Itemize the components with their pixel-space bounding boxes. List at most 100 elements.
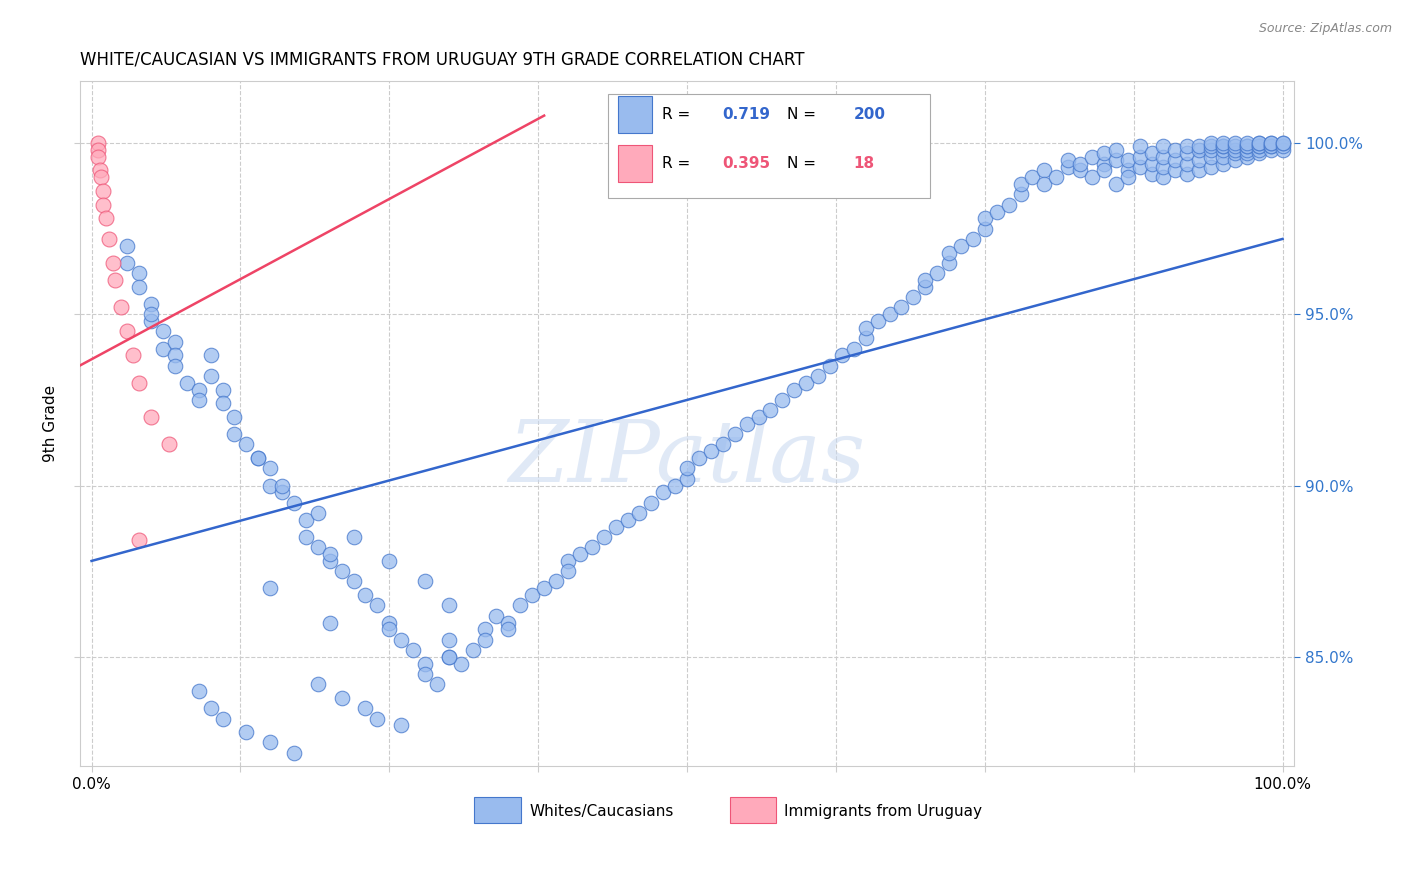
Point	[568, 547, 591, 561]
Point	[413, 657, 436, 671]
Point	[1236, 136, 1258, 150]
Point	[378, 623, 401, 637]
Point	[402, 643, 425, 657]
Point	[354, 701, 377, 715]
Y-axis label: 9th Grade: 9th Grade	[44, 385, 58, 462]
Point	[211, 383, 233, 397]
Point	[1152, 150, 1174, 164]
Point	[914, 273, 936, 287]
Point	[176, 376, 198, 390]
Point	[1199, 139, 1222, 153]
Point	[437, 649, 460, 664]
Point	[437, 649, 460, 664]
Point	[307, 540, 329, 554]
Point	[842, 342, 865, 356]
Point	[1092, 146, 1115, 161]
Point	[187, 684, 209, 698]
Point	[557, 564, 579, 578]
Point	[259, 461, 281, 475]
Point	[271, 478, 294, 492]
Point	[1105, 143, 1128, 157]
Point	[1033, 163, 1056, 178]
Point	[1212, 150, 1234, 164]
Point	[461, 643, 484, 657]
Point	[319, 554, 342, 568]
Point	[437, 632, 460, 647]
Point	[152, 325, 174, 339]
Point	[1212, 139, 1234, 153]
Point	[592, 530, 614, 544]
Point	[200, 368, 222, 383]
Point	[211, 712, 233, 726]
Text: 0.719: 0.719	[723, 107, 770, 122]
Point	[997, 197, 1019, 211]
Point	[307, 677, 329, 691]
Point	[1033, 177, 1056, 191]
Point	[724, 427, 747, 442]
Point	[1212, 136, 1234, 150]
Point	[581, 540, 603, 554]
Point	[259, 582, 281, 596]
Point	[1116, 163, 1139, 178]
Point	[522, 588, 544, 602]
Point	[949, 239, 972, 253]
Text: 200: 200	[853, 107, 886, 122]
Point	[283, 746, 305, 760]
Point	[259, 735, 281, 749]
Text: R =: R =	[662, 156, 695, 171]
Text: R =: R =	[662, 107, 695, 122]
Point	[1175, 167, 1198, 181]
Point	[93, 197, 115, 211]
Point	[688, 451, 710, 466]
Point	[330, 564, 353, 578]
Point	[1069, 156, 1091, 170]
Point	[1175, 146, 1198, 161]
Point	[307, 506, 329, 520]
Point	[1152, 139, 1174, 153]
Point	[450, 657, 472, 671]
Point	[89, 163, 111, 178]
Point	[1045, 170, 1067, 185]
Text: Immigrants from Uruguay: Immigrants from Uruguay	[785, 804, 983, 819]
Point	[110, 301, 132, 315]
Point	[1271, 136, 1294, 150]
Point	[283, 496, 305, 510]
Point	[1105, 177, 1128, 191]
Point	[157, 437, 180, 451]
Text: N =: N =	[787, 107, 821, 122]
Point	[533, 582, 555, 596]
Point	[1236, 150, 1258, 164]
Point	[354, 588, 377, 602]
Point	[319, 615, 342, 630]
Point	[1236, 146, 1258, 161]
Point	[1092, 156, 1115, 170]
Point	[128, 376, 150, 390]
Point	[831, 348, 853, 362]
Point	[1057, 153, 1080, 168]
Point	[163, 348, 186, 362]
Point	[1105, 153, 1128, 168]
Point	[1260, 143, 1282, 157]
Point	[235, 437, 257, 451]
Point	[1223, 136, 1246, 150]
Point	[1021, 170, 1043, 185]
Point	[1081, 170, 1104, 185]
Point	[259, 478, 281, 492]
Point	[98, 232, 121, 246]
Point	[616, 513, 638, 527]
Point	[1175, 139, 1198, 153]
Point	[1199, 160, 1222, 174]
Point	[247, 451, 270, 466]
Point	[128, 533, 150, 548]
Text: 18: 18	[853, 156, 875, 171]
FancyBboxPatch shape	[607, 94, 929, 198]
Point	[700, 444, 723, 458]
Point	[247, 451, 270, 466]
Point	[1212, 156, 1234, 170]
Text: WHITE/CAUCASIAN VS IMMIGRANTS FROM URUGUAY 9TH GRADE CORRELATION CHART: WHITE/CAUCASIAN VS IMMIGRANTS FROM URUGU…	[80, 51, 804, 69]
Point	[1129, 150, 1152, 164]
Point	[544, 574, 567, 589]
Point	[1164, 163, 1187, 178]
Point	[1260, 139, 1282, 153]
Point	[1129, 160, 1152, 174]
